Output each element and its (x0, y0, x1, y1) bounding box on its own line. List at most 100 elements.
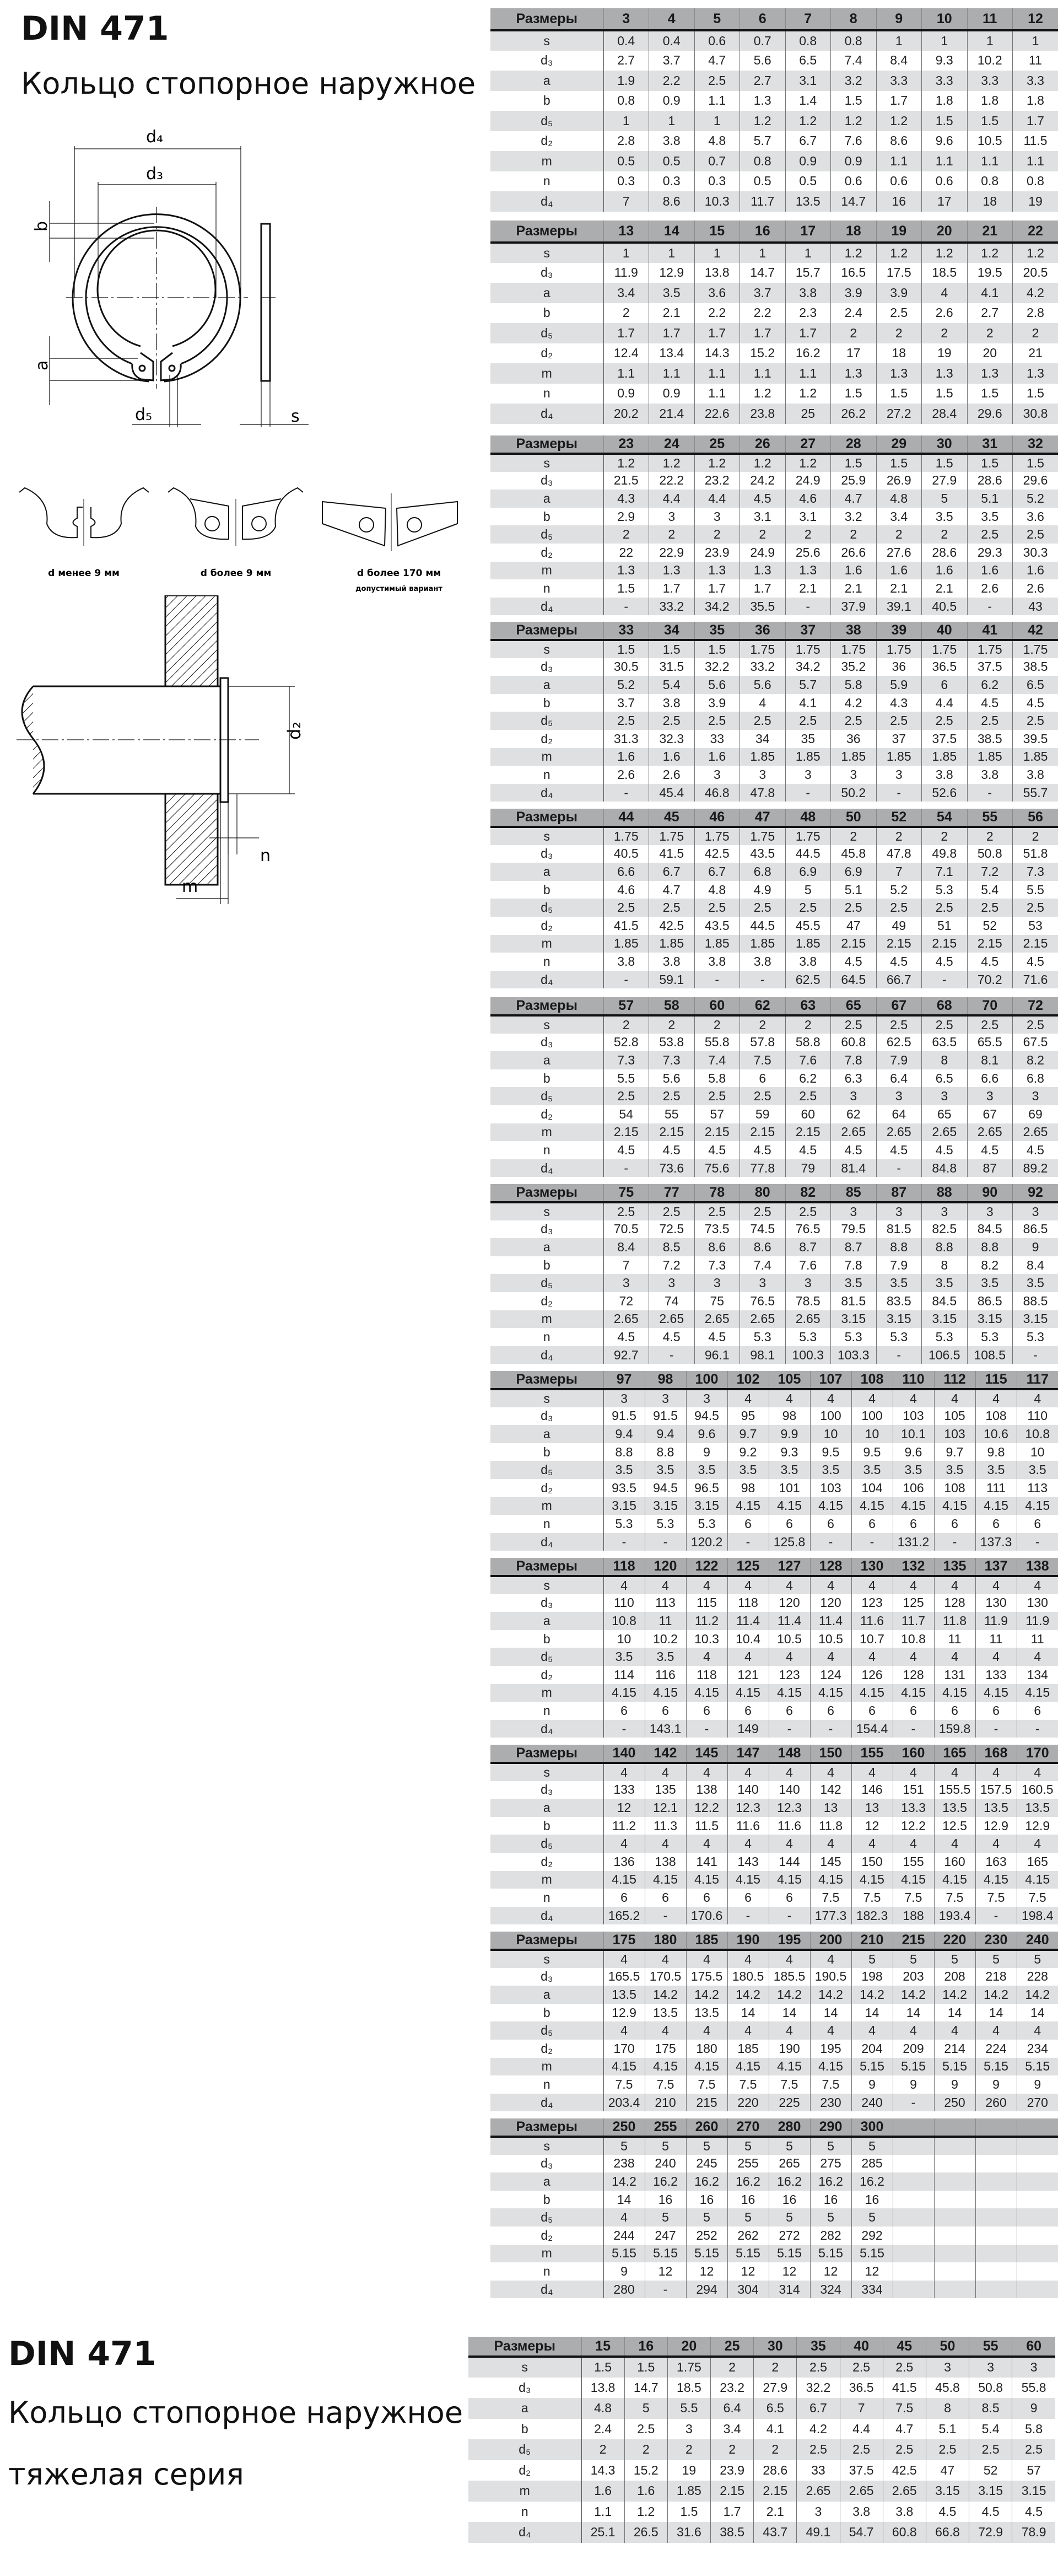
table-cell: 37.5 (921, 729, 967, 748)
table-cell: 45.5 (785, 916, 831, 935)
table-cell (975, 2137, 1017, 2155)
table-cell: 10.7 (851, 1630, 893, 1648)
table-cell: 4 (851, 1648, 893, 1666)
table-row: n 4.5 4.5 4.5 4.5 4.5 4.5 4.5 4.5 4.5 4.5 (490, 1141, 1058, 1159)
table-row: a 3.4 3.5 3.6 3.7 3.8 3.9 3.9 4 4.1 4.2 (490, 283, 1058, 303)
table-cell: 6 (739, 1069, 785, 1088)
table-cell: 2 (603, 525, 649, 544)
table-cell: 9.3 (768, 1443, 810, 1461)
size-header: 102 (727, 1371, 769, 1390)
table-row: a 8.4 8.5 8.6 8.6 8.7 8.7 8.8 8.8 8.8 9 (490, 1238, 1058, 1256)
table-cell: 74.5 (739, 1220, 785, 1239)
table-cell: 6 (1016, 1515, 1058, 1533)
table-cell: 4 (768, 1763, 810, 1781)
row-label: d₃ (490, 1033, 604, 1052)
table-cell: 0.7 (694, 151, 740, 171)
size-header (1016, 2118, 1058, 2138)
table-cell: 7.3 (694, 1256, 740, 1274)
table-cell: 3.7 (603, 693, 649, 712)
table-cell: 2.5 (921, 899, 967, 917)
table-cell: 3.5 (933, 1461, 975, 1479)
table-cell: 22 (603, 543, 649, 562)
table-cell: 2.1 (753, 2501, 797, 2522)
size-header: 250 (603, 2118, 645, 2138)
table-cell: 2.5 (967, 712, 1013, 730)
table-cell: 165.5 (603, 1967, 645, 1986)
table-cell: - (892, 2093, 934, 2112)
table-row: d₄ 25.1 26.5 31.6 38.5 43.7 49.1 54.7 60.8 66.8 72… (468, 2522, 1055, 2543)
table-cell: 3 (694, 507, 740, 526)
table-cell: 47.8 (739, 783, 785, 802)
table-cell: 5 (921, 490, 967, 508)
table-cell: 2.5 (785, 712, 831, 730)
table-cell: 6 (727, 1889, 769, 1907)
row-label: d₃ (490, 845, 604, 863)
ring-drawing: d₄ d₃ b a d₅ s d менее 9 мм d более 9 мм… (19, 127, 458, 593)
row-label: b (490, 2190, 604, 2209)
table-row: b 14 16 16 16 16 16 16 (490, 2190, 1058, 2209)
table-cell: 16 (685, 2190, 727, 2209)
table-cell: 204 (851, 2039, 893, 2058)
table-cell: 1.3 (739, 561, 785, 580)
table-cell: 0.5 (603, 151, 649, 171)
table-cell: 1.6 (603, 747, 649, 766)
table-cell: 2 (694, 525, 740, 544)
table-cell: 4.5 (649, 1328, 694, 1346)
table-row: b 2 2.1 2.2 2.2 2.3 2.4 2.5 2.6 2.7 2.8 (490, 303, 1058, 323)
table-cell: 1.2 (876, 111, 922, 131)
table-cell: 4.5 (739, 490, 785, 508)
table-cell (933, 2154, 975, 2173)
size-header: 29 (876, 435, 922, 455)
table-cell: 6 (892, 1702, 934, 1720)
size-header (892, 2118, 934, 2138)
table-cell: 4 (685, 1835, 727, 1853)
row-label: d₅ (490, 525, 604, 544)
table-cell: 1.75 (967, 640, 1013, 658)
table-cell: 8.8 (644, 1443, 686, 1461)
table-cell: 2.2 (739, 303, 785, 323)
size-header: 255 (644, 2118, 686, 2138)
table-cell: 115 (685, 1594, 727, 1612)
size-header: 5 (694, 8, 740, 31)
table-cell: 14 (975, 2003, 1017, 2022)
table-cell: 3.5 (644, 1461, 686, 1479)
table-cell: 66.8 (925, 2522, 969, 2543)
table-cell: 1.5 (876, 454, 922, 472)
table-cell: 5.1 (925, 2418, 969, 2439)
table-cell: - (768, 1719, 810, 1738)
table-cell: 5 (685, 2137, 727, 2155)
table-cell: 40.5 (921, 597, 967, 616)
table-header-row: Размеры 15 16 20 25 30 35 40 45 50 55 60 (468, 2337, 1055, 2358)
size-header: 16 (739, 221, 785, 244)
table-cell: 160.5 (1016, 1781, 1058, 1799)
size-header: 270 (727, 2118, 769, 2138)
table-cell: 82.5 (921, 1220, 967, 1239)
table-cell: 5.7 (785, 676, 831, 694)
row-label: s (490, 1202, 604, 1220)
table-cell: 110 (1016, 1407, 1058, 1426)
size-header: 34 (649, 622, 694, 641)
size-header: 127 (768, 1558, 810, 1577)
table-cell: 74 (649, 1292, 694, 1310)
table-cell: 2.7 (739, 71, 785, 91)
table-cell: 1.2 (830, 243, 876, 263)
table-cell: 2.6 (603, 766, 649, 784)
table-cell: - (785, 783, 831, 802)
table-row: n 9 12 12 12 12 12 12 (490, 2262, 1058, 2281)
row-label: d₅ (490, 1087, 604, 1105)
table-row: d₂ 244 247 252 262 272 282 292 (490, 2226, 1058, 2245)
table-cell: 51 (921, 916, 967, 935)
row-label: b (490, 507, 604, 526)
table-cell: 160 (933, 1852, 975, 1871)
table-cell: - (876, 1159, 922, 1177)
row-label: d₂ (468, 2460, 582, 2481)
table-cell: 19 (667, 2460, 711, 2481)
dim-d3-label: d₃ (146, 164, 163, 184)
table-row: b 0.8 0.9 1.1 1.3 1.4 1.5 1.7 1.8 1.8 1.8 (490, 90, 1058, 111)
table-cell: 5 (603, 2137, 645, 2155)
table-cell: 0.9 (603, 383, 649, 404)
table-cell: 1.1 (921, 151, 967, 171)
row-label: m (490, 151, 604, 171)
table-cell: 1 (694, 243, 740, 263)
table-cell: - (644, 1532, 686, 1551)
